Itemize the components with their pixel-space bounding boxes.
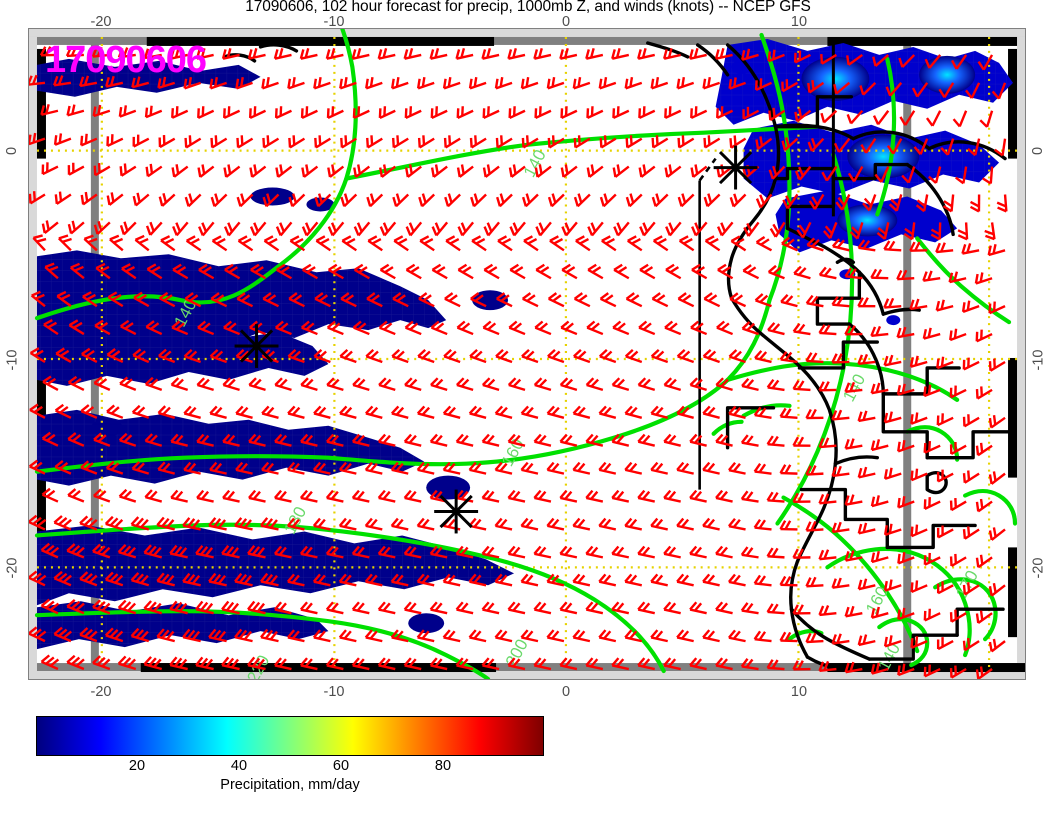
page-title: 17090606, 102 hour forecast for precip, … xyxy=(245,0,811,15)
ytick-left-1: -10 xyxy=(4,349,21,371)
xtick-bottom-0: -20 xyxy=(90,684,112,700)
storm-marker xyxy=(434,489,479,534)
colorbar-tick-1: 40 xyxy=(230,758,248,774)
ytick-right-0: 0 xyxy=(1030,146,1047,156)
colorbar-tick-3: 80 xyxy=(434,758,452,774)
colorbar-label: Precipitation, mm/day xyxy=(220,777,360,793)
colorbar-tick-2: 60 xyxy=(332,758,350,774)
xtick-bottom-1: -10 xyxy=(323,684,345,700)
xtick-bottom-2: 0 xyxy=(561,684,571,700)
colorbar-gradient xyxy=(36,716,544,756)
ytick-left-0: 0 xyxy=(4,146,21,156)
xtick-top-2: 0 xyxy=(561,14,571,30)
xtick-top-3: 10 xyxy=(790,14,808,30)
coastlines xyxy=(222,41,1011,671)
colorbar-container xyxy=(36,716,544,756)
xtick-top-1: -10 xyxy=(323,14,345,30)
ytick-left-2: -20 xyxy=(4,557,21,579)
storm-marker xyxy=(234,324,279,368)
ytick-right-2: -20 xyxy=(1030,557,1047,579)
storm-markers xyxy=(234,145,758,534)
storm-marker xyxy=(713,145,758,190)
map-plot-area[interactable]: 140 140 140 140 160 160 180 200 220 170 xyxy=(28,28,1026,680)
xtick-bottom-3: 10 xyxy=(790,684,808,700)
xtick-top-0: -20 xyxy=(90,14,112,30)
ytick-right-1: -10 xyxy=(1030,349,1047,371)
colorbar-tick-0: 20 xyxy=(128,758,146,774)
